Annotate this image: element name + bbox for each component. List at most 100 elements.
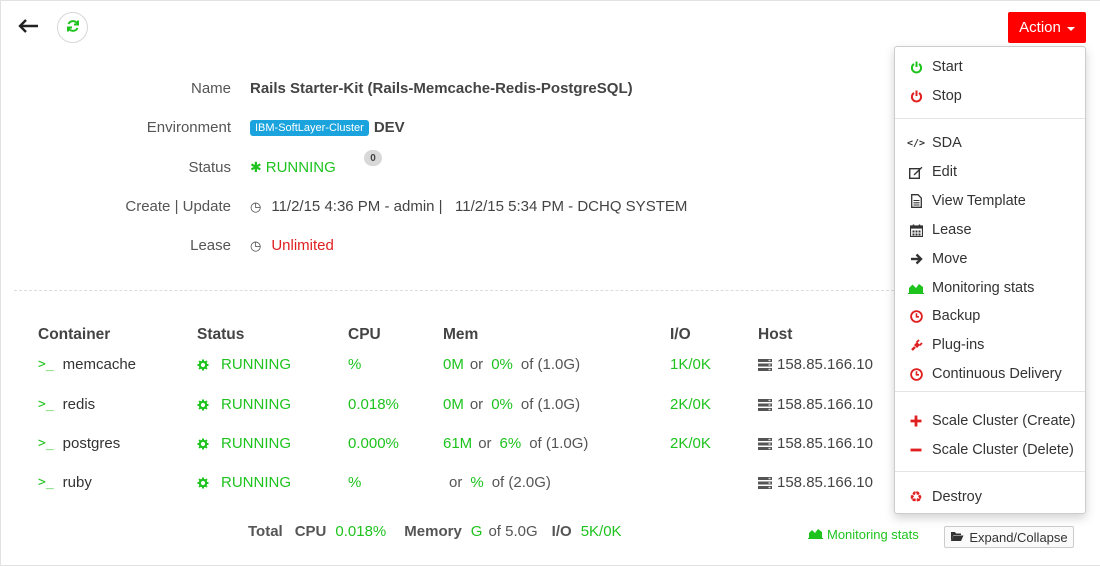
expand-collapse-label: Expand/Collapse xyxy=(969,529,1068,545)
or-text: or xyxy=(478,435,492,452)
recycle-icon: ♻ xyxy=(909,489,923,506)
status-cell: RUNNING xyxy=(197,435,291,452)
menu-item-scale-cluster-create[interactable]: Scale Cluster (Create) xyxy=(895,408,1085,434)
container-mem-total: of (2.0G) xyxy=(491,474,551,491)
server-icon xyxy=(758,358,772,371)
status-text: RUNNING xyxy=(265,159,336,176)
back-arrow-icon[interactable] xyxy=(18,16,40,36)
menu-item-label: Start xyxy=(932,59,963,75)
menu-item-label: Lease xyxy=(932,222,972,238)
cpu-cell: 0.018% xyxy=(348,396,399,413)
menu-item-sda[interactable]: </> SDA xyxy=(895,130,1085,156)
container-name: postgres xyxy=(62,435,121,452)
terminal-prompt-icon: >_ xyxy=(38,475,54,490)
container-name: ruby xyxy=(62,474,92,491)
mem-cell: or% of (2.0G) xyxy=(443,474,551,491)
power-icon xyxy=(908,59,924,75)
status-count-badge: 0 xyxy=(364,150,382,166)
menu-item-label: Scale Cluster (Create) xyxy=(932,413,1076,429)
container-cpu: 0.000% xyxy=(348,435,399,452)
menu-item-monitoring-stats[interactable]: Monitoring stats xyxy=(895,275,1085,301)
container-mem-pct: 6% xyxy=(499,435,522,452)
header-host: Host xyxy=(758,326,793,343)
monitoring-stats-link[interactable]: Monitoring stats xyxy=(808,527,919,542)
menu-item-plug-ins[interactable]: Plug-ins xyxy=(895,332,1085,358)
container-link[interactable]: >_ memcache xyxy=(38,356,136,373)
action-menu: Start Stop </> SDA Edit View Template Lease Mov… xyxy=(894,46,1086,514)
container-link[interactable]: >_ ruby xyxy=(38,474,92,491)
mem-cell: 61M or 6% of (1.0G) xyxy=(443,435,588,452)
header-container: Container xyxy=(38,326,111,343)
menu-item-scale-cluster-delete[interactable]: Scale Cluster (Delete) xyxy=(895,437,1085,463)
total-io-value: 5K/0K xyxy=(580,523,622,540)
expand-collapse-button[interactable]: Expand/Collapse xyxy=(944,526,1074,548)
menu-item-view-template[interactable]: View Template xyxy=(895,188,1085,214)
container-mem-used: 0M xyxy=(443,396,464,413)
area-chart-icon xyxy=(908,280,924,296)
refresh-icon xyxy=(66,19,80,37)
container-mem-pct: % xyxy=(470,474,484,491)
menu-item-label: SDA xyxy=(932,135,962,151)
menu-item-label: View Template xyxy=(932,193,1026,209)
clock-icon: ◷ xyxy=(250,237,262,253)
cpu-cell: 0.000% xyxy=(348,435,399,452)
container-cpu: % xyxy=(348,474,362,491)
folder-open-icon xyxy=(950,530,964,545)
cog-icon: ✱ xyxy=(250,159,262,175)
mem-cell: 0M or 0% of (1.0G) xyxy=(443,396,580,413)
refresh-button[interactable] xyxy=(57,12,88,43)
plug-icon xyxy=(908,337,924,353)
clock-icon: ◷ xyxy=(250,198,262,214)
action-dropdown-button[interactable]: Action xyxy=(1008,12,1086,43)
menu-item-move[interactable]: Move xyxy=(895,246,1085,272)
name-value: Rails Starter-Kit (Rails-Memcache-Redis-… xyxy=(250,80,633,97)
server-icon xyxy=(758,437,772,450)
header-status: Status xyxy=(197,326,245,343)
status-cell: RUNNING xyxy=(197,474,291,491)
environment-tag: IBM-SoftLayer-Cluster xyxy=(250,119,369,136)
container-link[interactable]: >_ redis xyxy=(38,396,95,413)
menu-item-lease[interactable]: Lease xyxy=(895,217,1085,243)
menu-item-start[interactable]: Start xyxy=(895,54,1085,80)
menu-item-stop[interactable]: Stop xyxy=(895,83,1085,109)
name-label: Name xyxy=(190,80,231,97)
io-cell: 2K/0K xyxy=(670,435,711,452)
menu-item-edit[interactable]: Edit xyxy=(895,159,1085,185)
container-mem-used: 61M xyxy=(443,435,473,452)
clock-icon xyxy=(908,366,924,382)
caret-down-icon xyxy=(1066,26,1075,31)
create-update-label: Create | Update xyxy=(125,198,231,215)
menu-item-label: Continuous Delivery xyxy=(932,366,1062,382)
header-cpu: CPU xyxy=(348,326,381,343)
container-io: 2K/0K xyxy=(670,435,711,452)
minus-icon xyxy=(908,442,924,458)
io-cell: 1K/0K xyxy=(670,356,711,373)
action-button-label: Action xyxy=(1019,19,1061,36)
menu-item-continuous-delivery[interactable]: Continuous Delivery xyxy=(895,361,1085,387)
menu-divider xyxy=(895,391,1085,392)
status-label: Status xyxy=(188,159,231,176)
menu-item-backup[interactable]: Backup xyxy=(895,303,1085,329)
total-io-label: I/O xyxy=(551,523,572,540)
plus-icon xyxy=(908,413,924,429)
container-status: RUNNING xyxy=(221,356,291,373)
or-text: or xyxy=(469,356,484,373)
mem-cell: 0M or 0% of (1.0G) xyxy=(443,356,580,373)
container-name: memcache xyxy=(62,356,137,373)
container-status: RUNNING xyxy=(221,396,291,413)
total-memory-value: G xyxy=(470,523,483,540)
container-mem-total: of (1.0G) xyxy=(529,435,589,452)
container-status: RUNNING xyxy=(221,435,291,452)
total-memory-label: Memory xyxy=(404,523,462,540)
menu-item-label: Move xyxy=(932,251,968,267)
container-mem-total: of (1.0G) xyxy=(520,356,581,373)
total-memory-capacity: of 5.0G xyxy=(488,523,538,540)
host-cell: 158.85.166.10 xyxy=(758,356,873,373)
cog-icon xyxy=(197,438,209,450)
menu-item-destroy[interactable]: ♻ Destroy xyxy=(895,484,1085,510)
header-mem: Mem xyxy=(443,326,479,343)
lease-text: Unlimited xyxy=(271,237,334,254)
cog-icon xyxy=(197,477,209,489)
host-cell: 158.85.166.10 xyxy=(758,435,873,452)
container-link[interactable]: >_ postgres xyxy=(38,435,120,452)
